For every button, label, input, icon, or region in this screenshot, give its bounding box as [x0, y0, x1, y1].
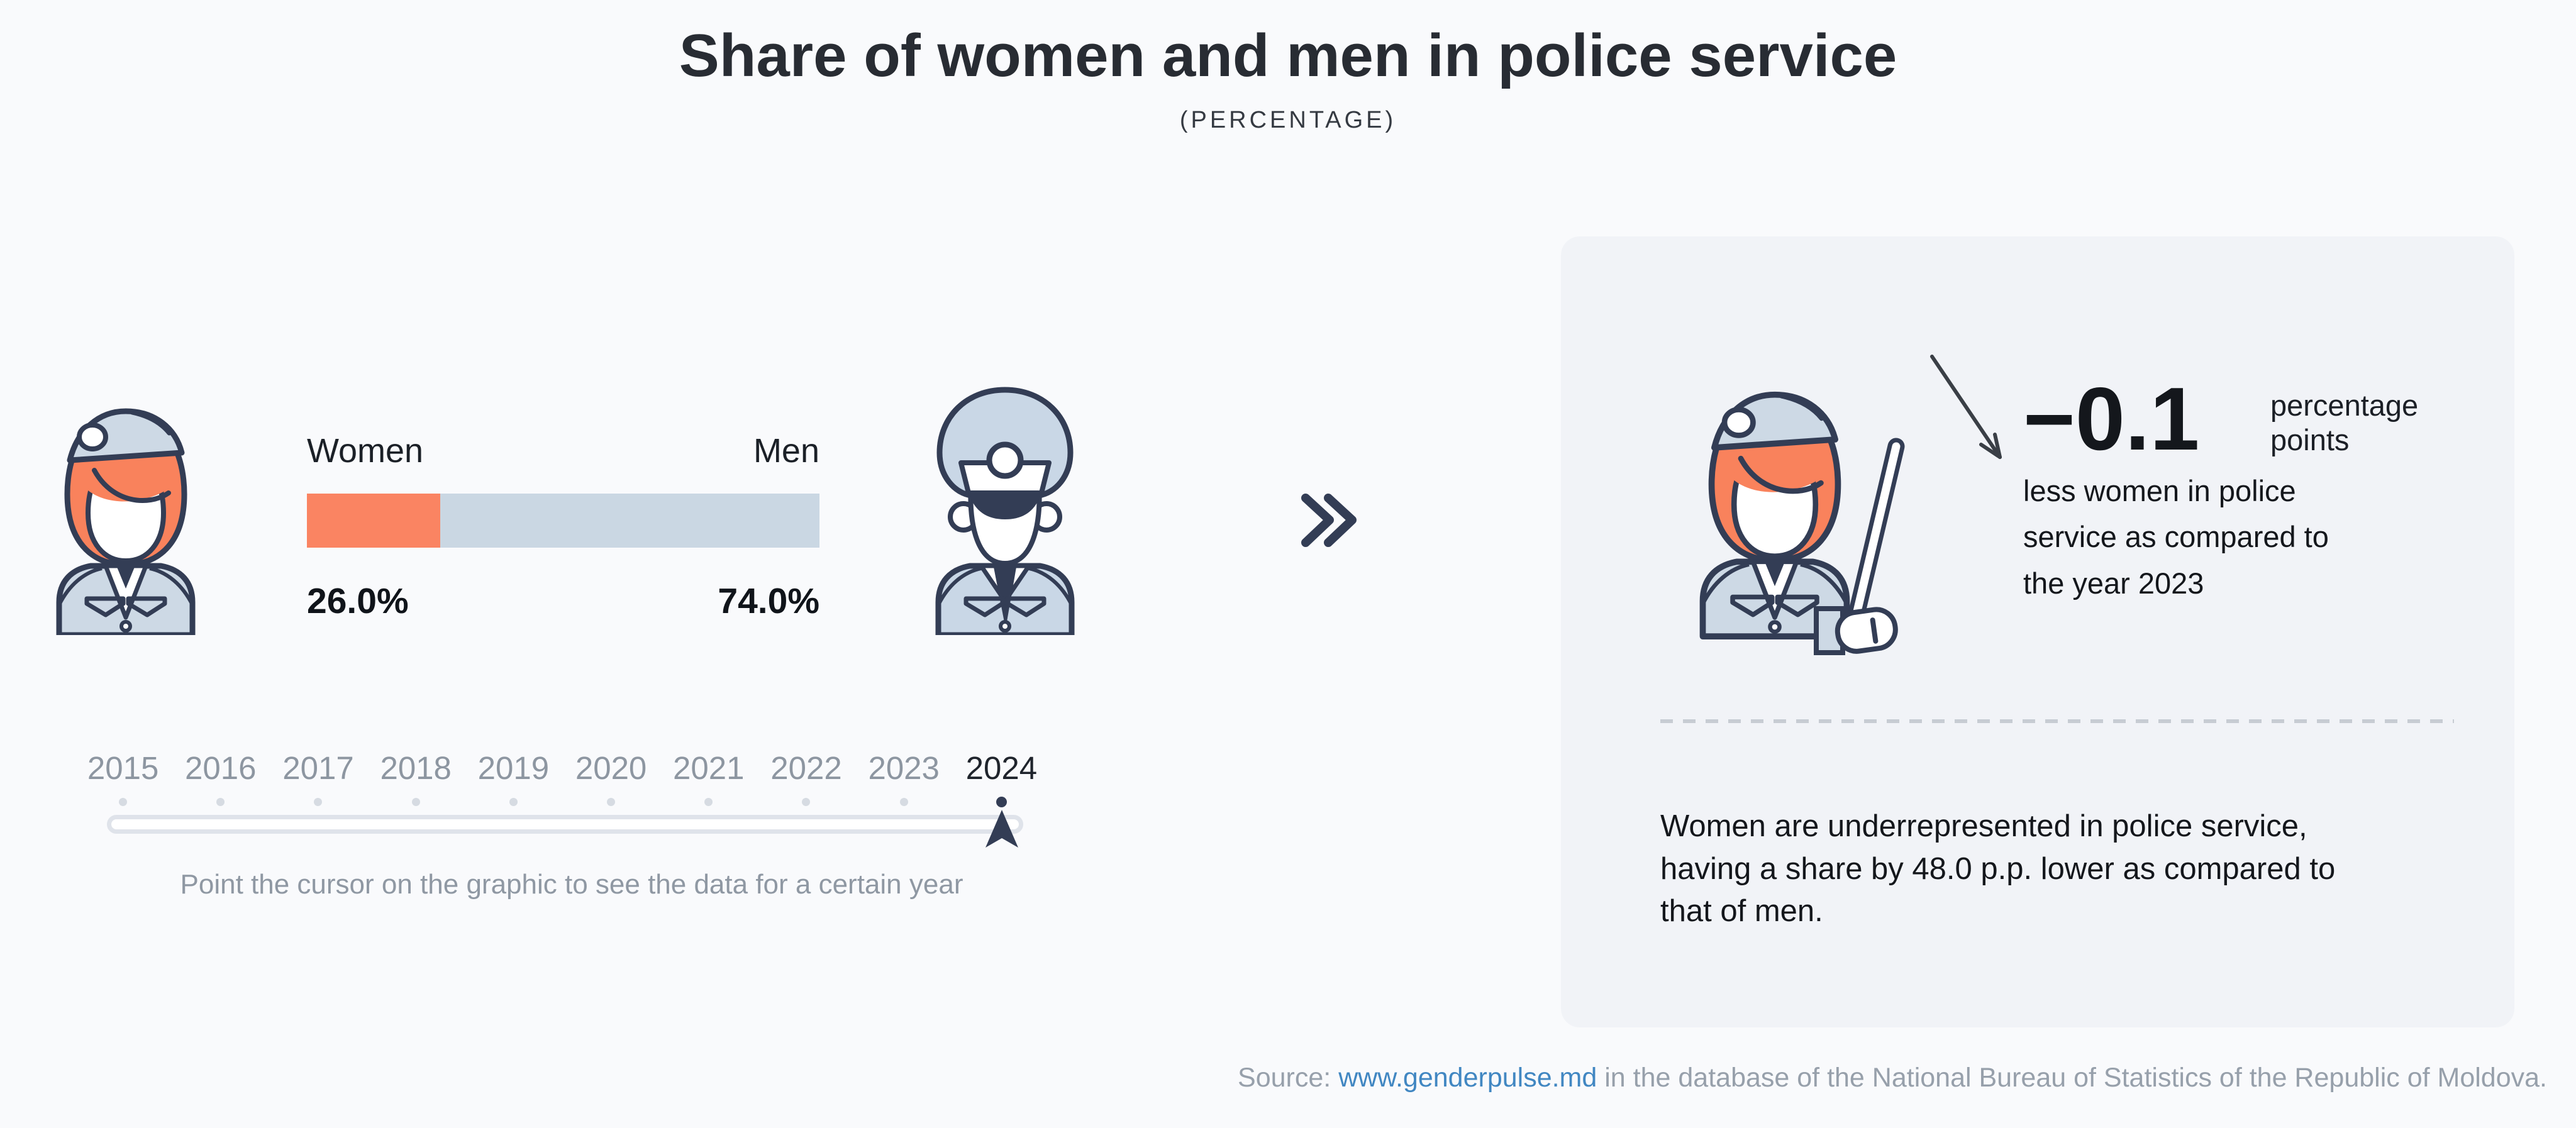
timeline-marker[interactable] [985, 810, 1018, 848]
timeline-year-2024[interactable]: 2024 [965, 750, 1038, 786]
dashed-divider [1660, 719, 2454, 723]
delta-value: −0.1 [2023, 369, 2200, 469]
yearly-change-card: −0.1 percentage points less women in poli… [1561, 236, 2514, 1027]
men-value: 74.0% [718, 581, 819, 621]
timeline-year-2018[interactable]: 2018 [380, 750, 452, 786]
timeline-dot-2015[interactable] [119, 797, 128, 806]
timeline-dot-2023[interactable] [899, 797, 908, 806]
source-line: Source: www.genderpulse.md in the databa… [1238, 1063, 2547, 1093]
timeline-year-2017[interactable]: 2017 [282, 750, 354, 786]
gender-share-bar[interactable] [307, 494, 819, 548]
timeline-dot-2024[interactable] [996, 796, 1007, 807]
bar-men-segment[interactable] [440, 494, 819, 548]
man-officer-icon [911, 351, 1099, 635]
timeline-dot-2022[interactable] [802, 797, 811, 806]
timeline-dot-2020[interactable] [607, 797, 616, 806]
timeline-dot-2017[interactable] [314, 797, 323, 806]
bar-labels: Women Men [307, 434, 819, 468]
timeline-year-2016[interactable]: 2016 [185, 750, 257, 786]
decrease-arrow-icon [1930, 355, 2002, 459]
timeline-dot-2016[interactable] [216, 797, 225, 806]
double-chevron-icon [1301, 494, 1357, 547]
summary-note: Women are underrepresented in police ser… [1660, 809, 2336, 929]
timeline-year-2023[interactable]: 2023 [868, 750, 940, 786]
page-subtitle: (PERCENTAGE) [1179, 107, 1397, 133]
bar-values: 26.0% 74.0% [307, 583, 819, 619]
delta-description: less women in police service as compared … [2023, 474, 2329, 600]
timeline-year-2019[interactable]: 2019 [477, 750, 550, 786]
timeline-years: 2015 2016 2017 2018 2019 2020 2021 2022 2023 2024 [74, 750, 1050, 787]
delta-unit: percentage points [2270, 389, 2419, 456]
woman-officer-baton-icon [1673, 329, 1905, 655]
timeline-year-2015[interactable]: 2015 [87, 750, 159, 786]
women-label: Women [307, 432, 424, 470]
gender-share-chart: Women Men 26.0% 74.0% [307, 434, 819, 622]
source-link[interactable]: www.genderpulse.md [1338, 1063, 1597, 1093]
source-prefix: Source: [1238, 1063, 1339, 1093]
bar-women-segment[interactable] [307, 494, 440, 548]
page-title: Share of women and men in police service [679, 22, 1897, 89]
timeline-dots [74, 796, 1050, 807]
timeline-dot-2018[interactable] [411, 797, 420, 806]
woman-officer-icon [31, 351, 220, 635]
timeline-dot-2019[interactable] [509, 797, 518, 806]
women-value: 26.0% [307, 581, 409, 621]
source-suffix: in the database of the National Bureau o… [1597, 1063, 2547, 1093]
timeline-year-2022[interactable]: 2022 [770, 750, 842, 786]
timeline-year-2021[interactable]: 2021 [673, 750, 745, 786]
timeline-year-2020[interactable]: 2020 [575, 750, 647, 786]
men-label: Men [753, 432, 819, 470]
timeline-dot-2021[interactable] [704, 797, 713, 806]
timeline-track[interactable] [107, 815, 1023, 834]
timeline-hint: Point the cursor on the graphic to see t… [180, 869, 963, 900]
